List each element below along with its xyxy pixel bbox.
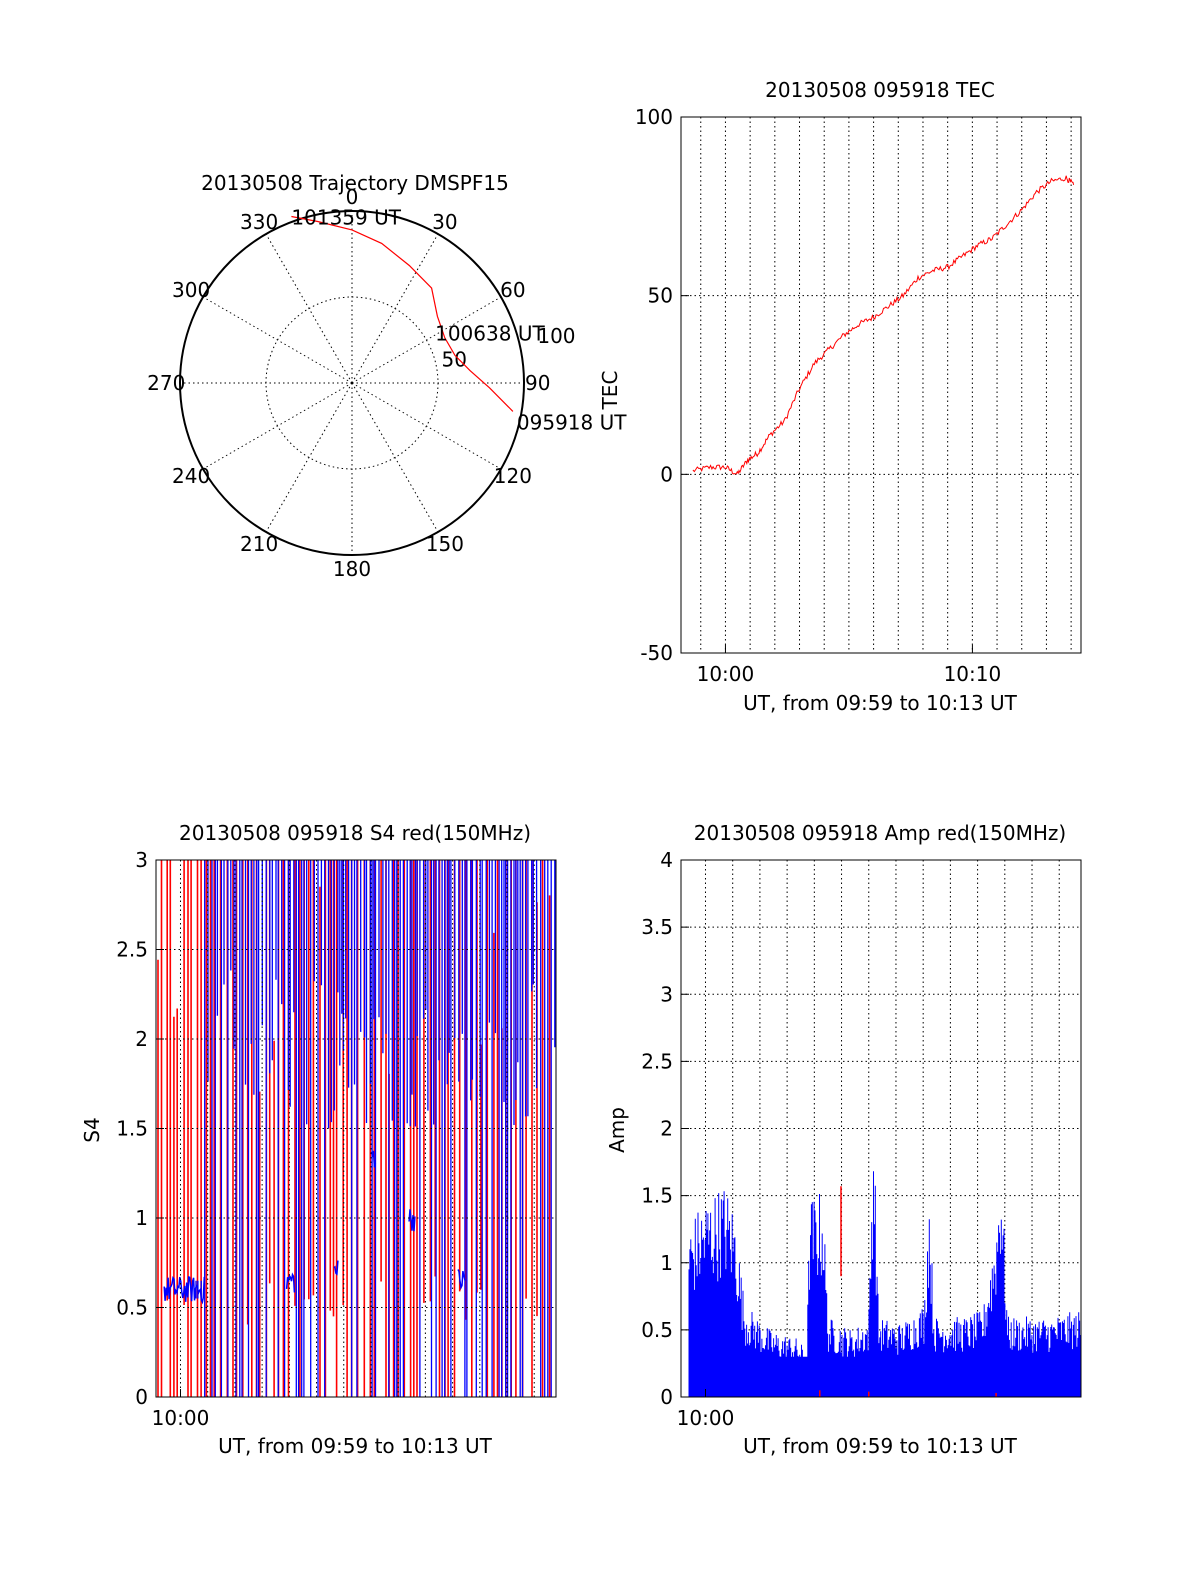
amp-tick-labels: 0 0.5 1 1.5 2 2.5 3 3.5 4 10:00 <box>641 848 734 1430</box>
amp-ytick-label: 0.5 <box>641 1318 673 1342</box>
azimuth-label-210: 210 <box>240 532 278 556</box>
polar-spoke-120 <box>351 382 502 470</box>
amp-ytick-label: 4 <box>660 848 673 872</box>
trajectory-annotations: 095918 UT 100638 UT 101359 UT <box>291 206 627 435</box>
tec-ytick-label: -50 <box>640 641 673 665</box>
tec-xtick-label: 10:00 <box>697 662 755 686</box>
s4-series <box>157 860 556 1397</box>
amp-title: 20130508 095918 Amp red(150MHz) <box>694 821 1066 845</box>
amp-ytick-label: 1.5 <box>641 1184 673 1208</box>
azimuth-label-120: 120 <box>494 464 532 488</box>
trajectory-time-label: 101359 UT <box>291 206 401 230</box>
trajectory-time-label: 095918 UT <box>517 410 627 434</box>
s4-ytick-label: 0.5 <box>116 1296 148 1320</box>
polar-spoke-60 <box>351 296 502 384</box>
trajectory-time-label: 100638 UT <box>435 322 545 346</box>
trajectory-track-line <box>291 215 514 412</box>
amp-blue-base <box>689 1356 1081 1397</box>
radial-label-100: 100 <box>537 324 575 348</box>
polar-radial-labels: 50 100 <box>442 324 576 372</box>
azimuth-label-270: 270 <box>147 371 185 395</box>
s4-xtick-label: 10:00 <box>152 1406 210 1430</box>
amp-xtick-label: 10:00 <box>677 1406 735 1430</box>
s4-blue-baseline <box>408 1209 416 1232</box>
s4-xlabel: UT, from 09:59 to 10:13 UT <box>218 1434 493 1458</box>
azimuth-label-300: 300 <box>172 278 210 302</box>
tec-xtick-label: 10:10 <box>944 662 1002 686</box>
s4-title: 20130508 095918 S4 red(150MHz) <box>179 821 531 845</box>
polar-spoke-30 <box>351 233 439 384</box>
tec-ytick-label: 100 <box>635 105 673 129</box>
azimuth-label-180: 180 <box>333 557 371 581</box>
s4-blue-series <box>195 860 556 1397</box>
polar-azimuth-labels: 0 30 60 90 120 150 180 210 240 270 300 330 <box>147 185 550 581</box>
polar-outer-circle <box>179 210 525 556</box>
polar-spoke-150 <box>351 382 439 533</box>
s4-red-series <box>157 860 551 1397</box>
tec-grid <box>681 116 1081 654</box>
azimuth-label-150: 150 <box>426 532 464 556</box>
amp-ytick-label: 0 <box>660 1385 673 1409</box>
amp-ytick-label: 3.5 <box>641 915 673 939</box>
azimuth-label-0: 0 <box>346 185 359 209</box>
azimuth-label-90: 90 <box>525 371 550 395</box>
s4-ytick-label: 1 <box>135 1206 148 1230</box>
tec-ytick-label: 50 <box>648 284 673 308</box>
s4-ytick-label: 3 <box>135 848 148 872</box>
s4-blue-baseline <box>333 1260 339 1276</box>
s4-tick-labels: 0 0.5 1 1.5 2 2.5 3 10:00 <box>116 848 209 1430</box>
s4-blue-baseline <box>457 1269 467 1291</box>
polar-grid <box>180 211 524 555</box>
polar-spoke-300 <box>202 296 353 384</box>
polar-spoke-240 <box>202 382 353 470</box>
azimuth-label-240: 240 <box>172 464 210 488</box>
amp-panel: 20130508 095918 Amp red(150MHz) 0 0.5 1 1.5… <box>605 821 1082 1458</box>
tec-ytick-label: 0 <box>660 462 673 486</box>
tec-tick-labels: -50 0 50 100 10:00 10:10 <box>635 105 1001 686</box>
tec-line <box>692 175 1075 475</box>
trajectory-panel: 20130508 Trajectory DMSPF15 0 30 60 90 120 15… <box>147 171 627 581</box>
s4-panel: 20130508 095918 S4 red(150MHz) 0 0.5 1 1.5 2… <box>80 821 557 1458</box>
radial-label-50: 50 <box>442 347 467 371</box>
s4-ylabel: S4 <box>80 1117 104 1142</box>
tec-xlabel: UT, from 09:59 to 10:13 UT <box>743 691 1018 715</box>
s4-blue-baseline <box>285 1272 296 1293</box>
azimuth-label-60: 60 <box>500 278 525 302</box>
tec-title: 20130508 095918 TEC <box>765 78 995 102</box>
amp-ytick-label: 1 <box>660 1251 673 1275</box>
s4-blue-baseline <box>370 1150 377 1168</box>
tec-ylabel: TEC <box>598 371 622 411</box>
amp-xlabel: UT, from 09:59 to 10:13 UT <box>743 1434 1018 1458</box>
azimuth-label-30: 30 <box>432 210 457 234</box>
s4-blue-baseline <box>163 1275 206 1305</box>
amp-ylabel: Amp <box>605 1107 629 1153</box>
s4-ytick-label: 2.5 <box>116 938 148 962</box>
tec-series <box>692 175 1075 475</box>
s4-ytick-label: 1.5 <box>116 1117 148 1141</box>
amp-ytick-label: 3 <box>660 982 673 1006</box>
amp-series <box>688 1171 1081 1397</box>
polar-spoke-330 <box>265 233 353 384</box>
s4-ytick-label: 2 <box>135 1027 148 1051</box>
trajectory-title: 20130508 Trajectory DMSPF15 <box>201 171 509 195</box>
s4-ytick-label: 0 <box>135 1385 148 1409</box>
polar-spoke-210 <box>265 382 353 533</box>
tec-plot-frame <box>680 116 1082 654</box>
amp-ytick-label: 2.5 <box>641 1049 673 1073</box>
amp-ytick-label: 2 <box>660 1117 673 1141</box>
azimuth-label-330: 330 <box>240 210 278 234</box>
